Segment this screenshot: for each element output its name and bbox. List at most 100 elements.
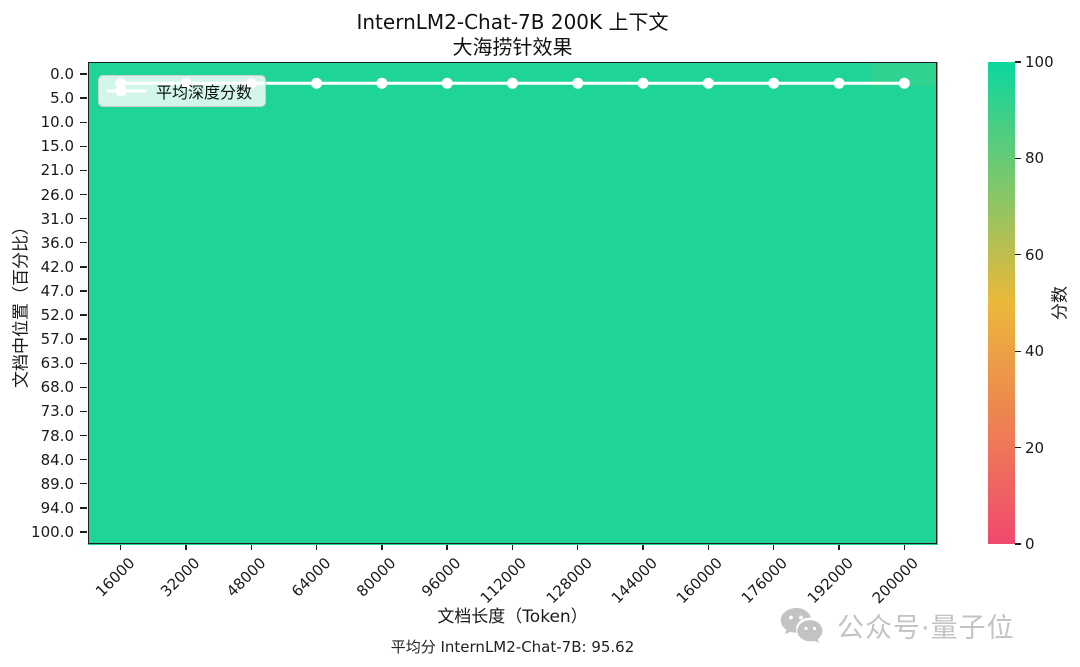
heatmap-cell — [610, 351, 677, 376]
heatmap-cell — [479, 134, 546, 159]
heatmap-cell — [218, 182, 285, 208]
chart-title-line1: InternLM2-Chat-7B 200K 上下文 — [356, 10, 669, 34]
heatmap-cell — [153, 375, 220, 400]
colorbar-tick-label: 80 — [1025, 149, 1045, 168]
heatmap-cell — [545, 158, 612, 184]
heatmap-cell — [871, 471, 938, 497]
heatmap-cell — [545, 471, 612, 497]
heatmap-cell — [806, 110, 873, 135]
y-tick-label: 100.0 — [31, 522, 74, 541]
heatmap-cell — [153, 110, 220, 135]
heatmap-cell — [479, 158, 546, 184]
heatmap-cell — [871, 375, 938, 400]
y-tick-mark — [80, 242, 87, 244]
heatmap-cell — [610, 399, 677, 425]
heatmap-cell — [218, 158, 285, 184]
heatmap-cell — [545, 303, 612, 328]
line-marker — [572, 77, 584, 89]
heatmap-cell — [806, 423, 873, 449]
heatmap-cell — [741, 375, 807, 400]
heatmap-cell — [414, 230, 481, 256]
heatmap-cell — [218, 423, 285, 449]
heatmap-cell — [675, 158, 742, 184]
x-tick-label: 96000 — [418, 554, 465, 601]
x-tick-label: 200000 — [868, 554, 923, 608]
heatmap-cell — [283, 471, 350, 497]
heatmap-cell — [88, 375, 154, 400]
y-tick-label: 52.0 — [40, 306, 74, 325]
heatmap-cell — [283, 327, 350, 352]
y-tick-label: 42.0 — [40, 257, 74, 276]
heatmap-cell — [349, 495, 416, 521]
heatmap-cell — [675, 423, 742, 449]
x-tick-label: 80000 — [353, 554, 400, 601]
heatmap-cell — [741, 230, 807, 256]
heatmap-cell — [806, 399, 873, 425]
heatmap-cell — [218, 254, 285, 280]
line-marker — [702, 77, 714, 89]
heatmap-cell — [741, 327, 807, 352]
heatmap-cell — [675, 495, 742, 521]
heatmap-cell — [871, 423, 938, 449]
heatmap-cell — [283, 158, 350, 184]
heatmap-cell — [88, 351, 154, 376]
heatmap-cell — [88, 327, 154, 352]
y-tick-mark — [80, 97, 87, 99]
x-tick-mark — [838, 544, 840, 550]
heatmap-cell — [153, 206, 220, 232]
x-tick-mark — [185, 544, 187, 550]
heatmap-cell — [88, 303, 154, 328]
heatmap-cell — [479, 399, 546, 425]
heatmap-cell — [545, 423, 612, 449]
heatmap-cell — [153, 447, 220, 473]
heatmap-cell — [414, 447, 481, 473]
colorbar-tick-mark — [1015, 254, 1021, 256]
colorbar-tick-label: 100 — [1025, 53, 1054, 71]
y-tick-mark — [80, 290, 87, 292]
heatmap-cell — [283, 495, 350, 521]
heatmap-cell — [153, 230, 220, 256]
heatmap-cell — [545, 519, 612, 545]
heatmap-cell — [479, 182, 546, 208]
heatmap-cell — [479, 278, 546, 304]
heatmap-cell — [283, 134, 350, 159]
heatmap-cell — [675, 399, 742, 425]
heatmap-cell — [806, 86, 873, 111]
heatmap-cell — [871, 447, 938, 473]
heatmap-cell — [479, 495, 546, 521]
heatmap-cell — [414, 86, 481, 111]
x-tick-mark — [250, 544, 252, 550]
heatmap-cell — [806, 230, 873, 256]
heatmap-cell — [414, 254, 481, 280]
heatmap-cell — [218, 110, 285, 135]
x-tick-label: 160000 — [672, 554, 727, 608]
heatmap-cell — [806, 519, 873, 545]
heatmap-cell — [153, 158, 220, 184]
heatmap-cell — [218, 327, 285, 352]
heatmap-cell — [741, 158, 807, 184]
heatmap-cell — [218, 278, 285, 304]
heatmap-cell — [871, 519, 938, 545]
heatmap-cell — [88, 230, 154, 256]
heatmap-cell — [741, 206, 807, 232]
heatmap-cell — [610, 134, 677, 159]
heatmap-cell — [871, 399, 938, 425]
heatmap-cell — [610, 278, 677, 304]
y-tick-label: 63.0 — [40, 354, 74, 373]
heatmap-cell — [871, 278, 938, 304]
wechat-icon — [780, 608, 823, 643]
heatmap-cell — [283, 254, 350, 280]
x-tick-mark — [315, 544, 318, 550]
heatmap-cell — [479, 303, 546, 328]
heatmap-cell — [545, 182, 612, 208]
y-tick-label: 0.0 — [50, 65, 74, 84]
heatmap-cell — [871, 158, 938, 184]
y-tick-mark — [80, 217, 87, 220]
line-marker — [768, 77, 780, 89]
heatmap-cell — [479, 519, 546, 545]
y-tick-label: 73.0 — [40, 402, 74, 421]
y-tick-label: 15.0 — [40, 137, 74, 156]
heatmap-cell — [349, 399, 416, 425]
line-marker — [833, 77, 845, 89]
heatmap-cell — [871, 351, 938, 376]
